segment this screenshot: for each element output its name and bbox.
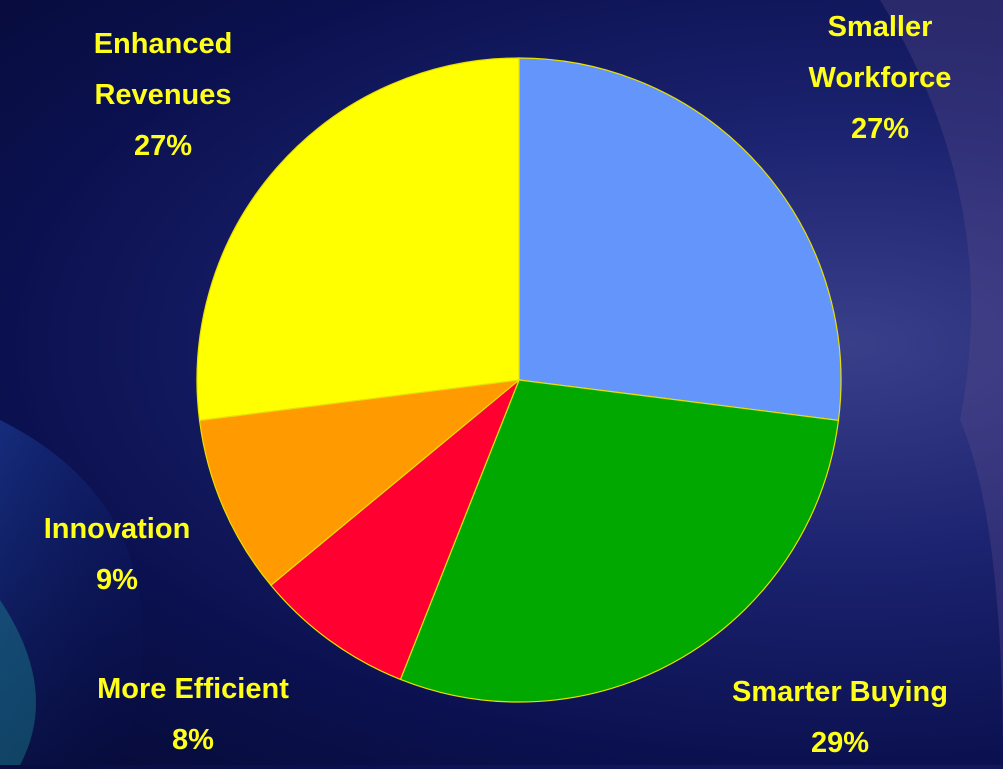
value-label: 27% [850,113,910,145]
slice-label: Innovation 9% [0,504,247,606]
category-label: Innovation [43,513,191,545]
value-label: 8% [172,724,214,756]
category-label: Smarter Buying [732,676,948,708]
pie-slice [198,379,521,587]
slice-label: Smarter Buying 29% [680,667,1000,769]
value-label: 27% [133,130,193,162]
pie-slice [270,379,520,681]
swoosh [0,600,36,765]
slice-label: Enhanced Revenues 27% [63,19,263,172]
pie-slice [196,57,520,422]
category-label: More Efficient [97,673,289,705]
slice-label: Smaller Workforce 27% [780,2,980,155]
pie-slice [518,57,842,422]
category-label: Smaller Workforce [808,11,952,94]
seal-art [880,0,1003,765]
value-label: 9% [96,564,138,596]
category-label: Enhanced Revenues [93,28,233,111]
swoosh [0,420,143,765]
value-label: 29% [810,727,870,759]
pie-slice [399,379,840,703]
slice-label: More Efficient 8% [43,664,343,766]
